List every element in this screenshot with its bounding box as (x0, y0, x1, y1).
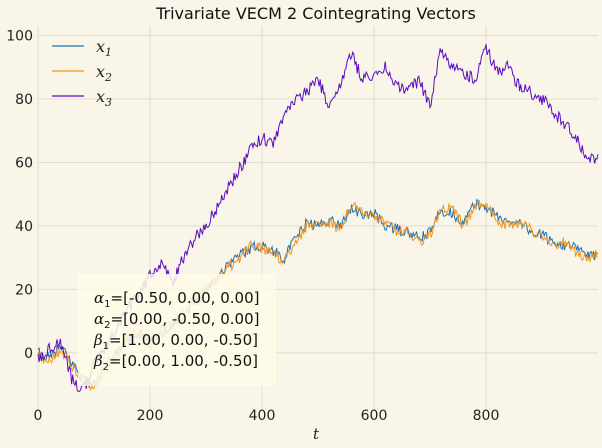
annotation-line: α1=[-0.50, 0.00, 0.00] (94, 289, 259, 310)
legend-label-x2: x2 (96, 62, 112, 84)
x-tick-label: 800 (473, 408, 500, 424)
y-tick-label: 100 (6, 29, 33, 45)
chart-title: Trivariate VECM 2 Cointegrating Vectors (155, 4, 476, 23)
y-tick-label: 40 (15, 219, 33, 235)
x-tick-label: 200 (137, 408, 164, 424)
annotation-line: α2=[0.00, -0.50, 0.00] (94, 310, 259, 331)
y-tick-label: 0 (24, 346, 33, 362)
y-tick-label: 20 (15, 282, 33, 298)
y-tick-label: 60 (15, 155, 33, 171)
legend: x1 x2 x3 (52, 37, 112, 109)
legend-label-x1: x1 (96, 37, 112, 59)
x-tick-label: 0 (34, 408, 43, 424)
annotation-line: β2=[0.00, 1.00, -0.50] (93, 352, 258, 373)
coefficients-annotation: α1=[-0.50, 0.00, 0.00]α2=[0.00, -0.50, 0… (78, 274, 276, 386)
y-tick-label: 80 (15, 92, 33, 108)
annotation-box (78, 274, 276, 386)
x-tick-labels: 0 200 400 600 800 (34, 408, 500, 424)
y-tick-labels: 0 20 40 60 80 100 (6, 29, 33, 362)
annotation-line: β1=[1.00, 0.00, -0.50] (93, 331, 258, 352)
legend-label-x3: x3 (96, 87, 112, 109)
x-tick-label: 400 (249, 408, 276, 424)
x-tick-label: 600 (361, 408, 388, 424)
x-axis-label: t (313, 425, 320, 443)
